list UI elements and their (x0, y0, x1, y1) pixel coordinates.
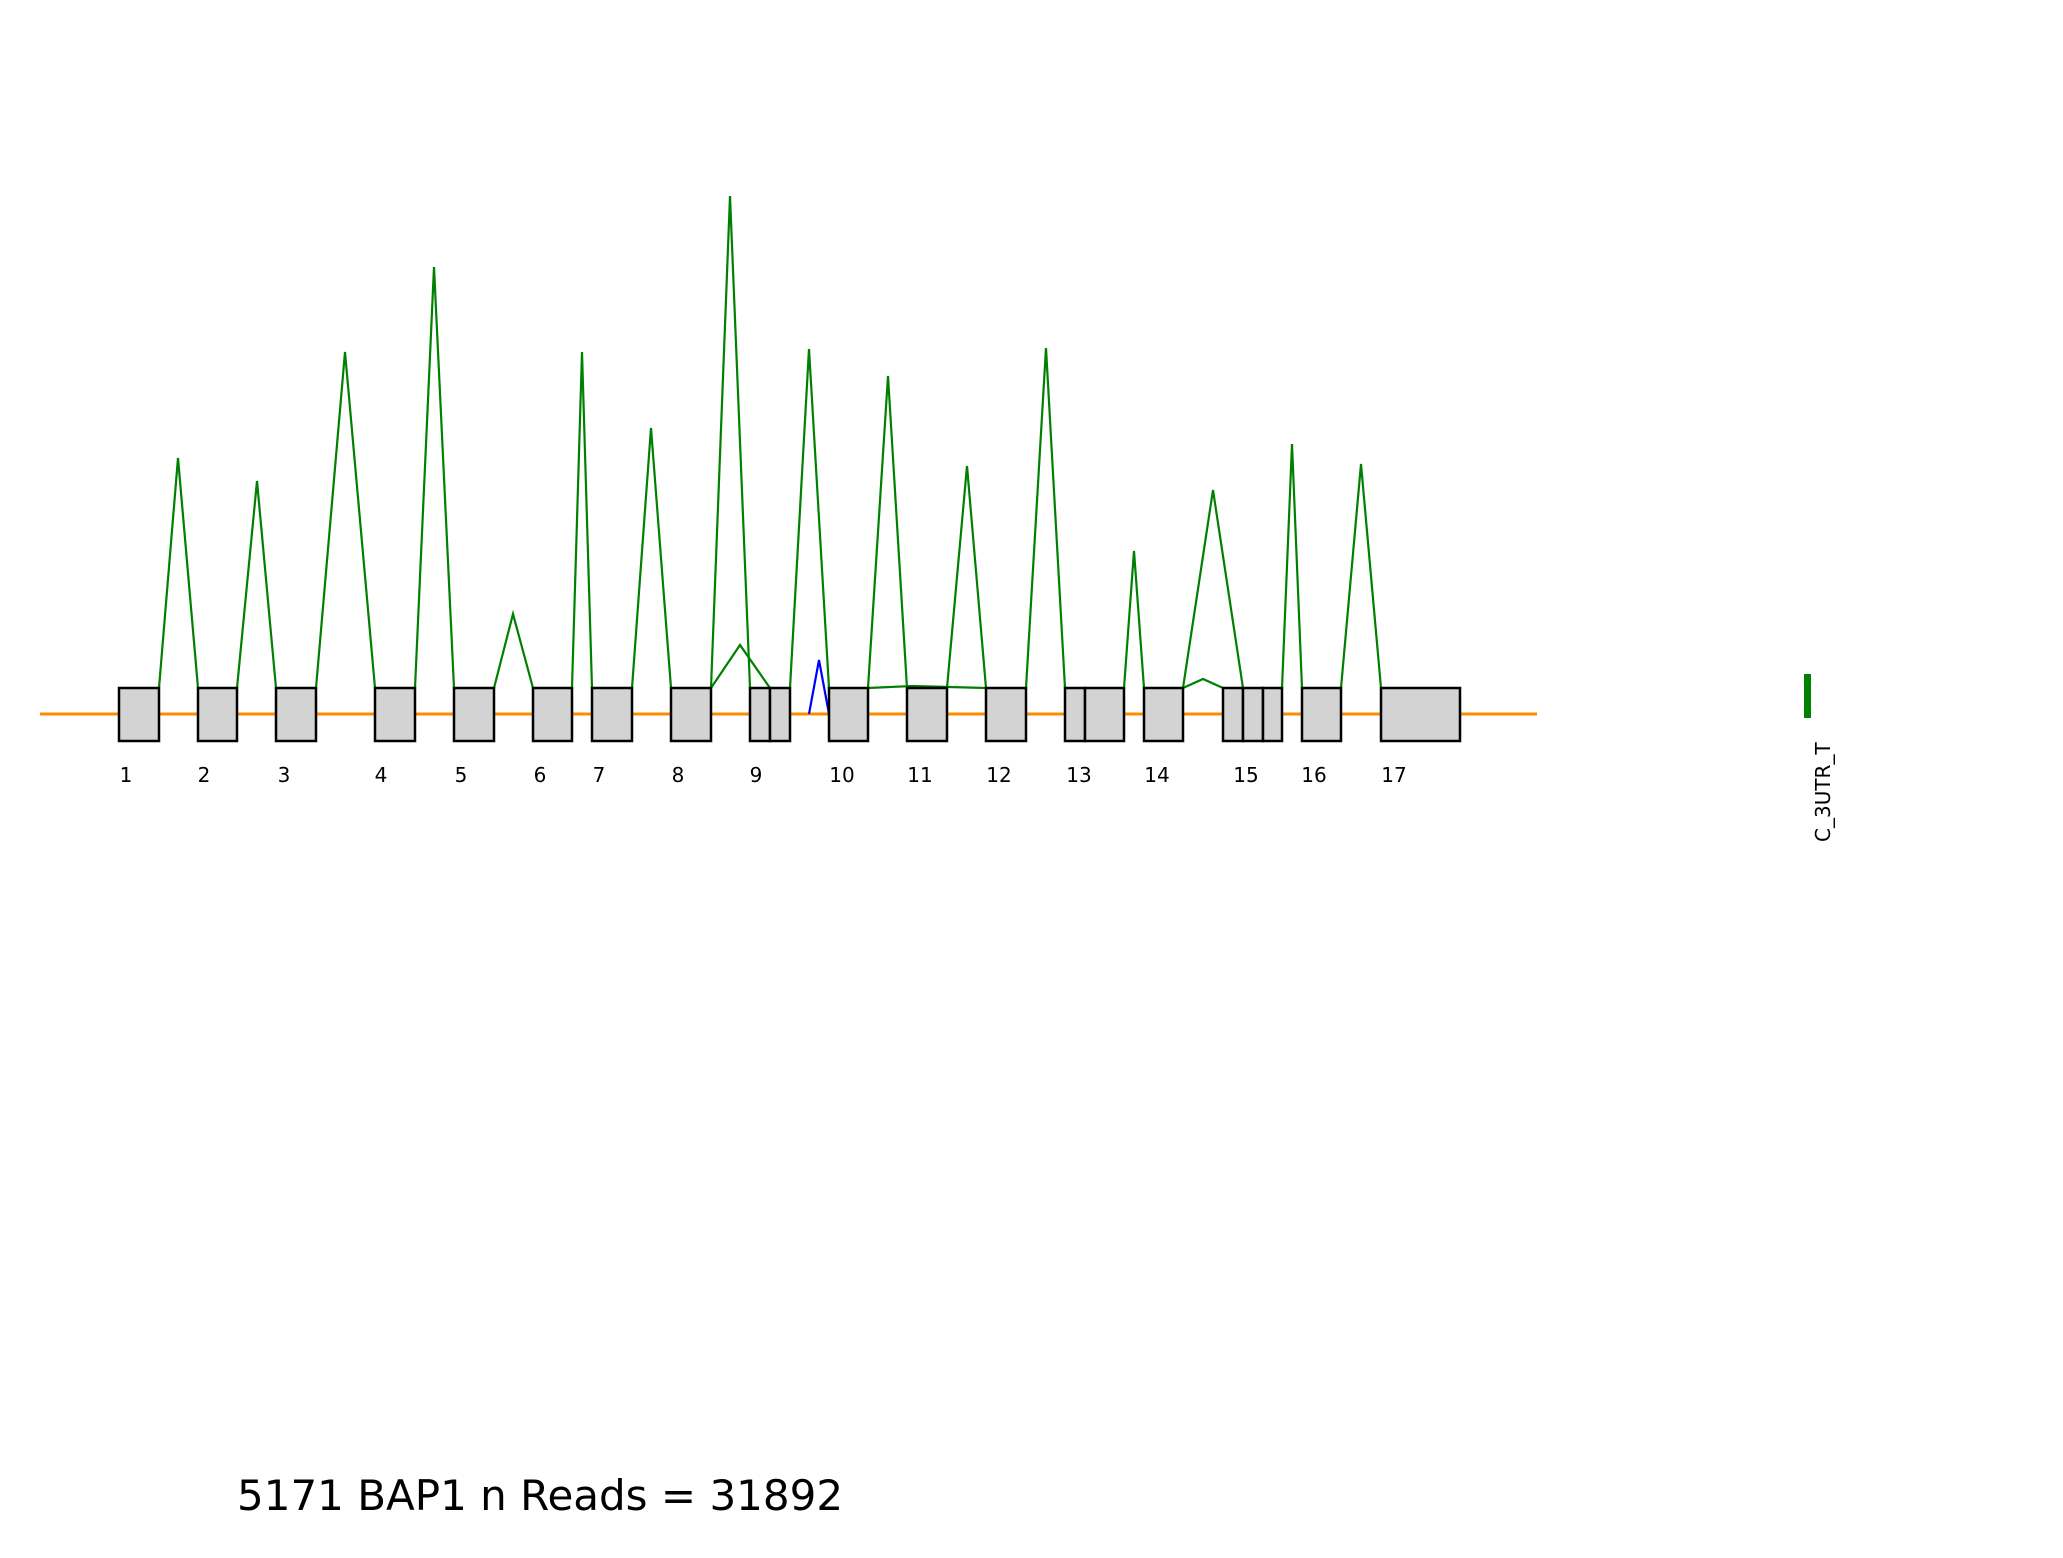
junction-arc (945, 465, 988, 689)
exon-number-label: 12 (986, 763, 1011, 787)
exon-number-label: 14 (1144, 763, 1169, 787)
exon-box (531, 686, 574, 743)
junction-arc (630, 427, 673, 689)
exon-number-label: 9 (750, 763, 763, 787)
exon-number-label: 2 (198, 763, 211, 787)
exon-number-label: 16 (1301, 763, 1326, 787)
junction-arc-alt (807, 659, 831, 715)
exon-box (373, 686, 417, 743)
exon-box (748, 686, 772, 743)
exon-number-label: 4 (375, 763, 388, 787)
junction-arc (710, 643, 771, 689)
junction-arc (157, 457, 200, 689)
junction-arc (1280, 443, 1304, 689)
junction-arc (235, 480, 278, 689)
exon-box (117, 686, 161, 743)
exon-number-label: 6 (534, 763, 547, 787)
exon-number-label: 8 (672, 763, 685, 787)
exon-box (1241, 686, 1265, 743)
exon-number-label: 17 (1381, 763, 1406, 787)
exon-blocks (117, 686, 1462, 743)
junction-arc (314, 351, 377, 689)
exon-number-label: 5 (455, 763, 468, 787)
exon-labels: 1 2 3 4 5 6 7 8 9 10 11 12 13 14 15 16 17 (120, 763, 1407, 787)
junction-arc (866, 375, 909, 689)
exon-box (452, 686, 496, 743)
caption: 5171 BAP1 n Reads = 31892 (237, 1471, 843, 1520)
exon-number-label: 7 (593, 763, 606, 787)
junction-arc (709, 195, 752, 689)
junction-arc (1182, 677, 1224, 690)
exon-number-label: 3 (278, 763, 291, 787)
exon-box (905, 686, 949, 743)
exon-box (827, 686, 870, 743)
exon-box (1221, 686, 1245, 743)
exon-box (590, 686, 634, 743)
junction-arc (1339, 463, 1383, 689)
exon-number-label: 10 (829, 763, 854, 787)
marker-bar (1804, 674, 1811, 718)
junction-arcs (157, 195, 1383, 715)
junction-arc (413, 266, 456, 689)
exon-box (196, 686, 239, 743)
junction-arc (570, 351, 594, 689)
exon-number-label: 1 (120, 763, 133, 787)
exon-box (1083, 686, 1126, 743)
exon-box (768, 686, 792, 743)
exon-number-label: 13 (1066, 763, 1091, 787)
exon-box (1142, 686, 1185, 743)
junction-arc (867, 684, 987, 690)
exon-box (1261, 686, 1284, 743)
exon-number-label: 15 (1233, 763, 1258, 787)
exon-box (669, 686, 713, 743)
exon-box (1300, 686, 1343, 743)
exon-box (1379, 686, 1462, 743)
marker-label: C_3UTR_T (1811, 742, 1835, 842)
exon-number-label: 11 (907, 763, 932, 787)
exon-box (274, 686, 318, 743)
exon-box (1063, 686, 1087, 743)
junction-arc (1122, 550, 1146, 689)
junction-arc (1181, 489, 1245, 689)
exon-box (984, 686, 1028, 743)
junction-arc (492, 609, 535, 689)
junction-arc (788, 348, 831, 689)
junction-arc (1024, 347, 1067, 689)
